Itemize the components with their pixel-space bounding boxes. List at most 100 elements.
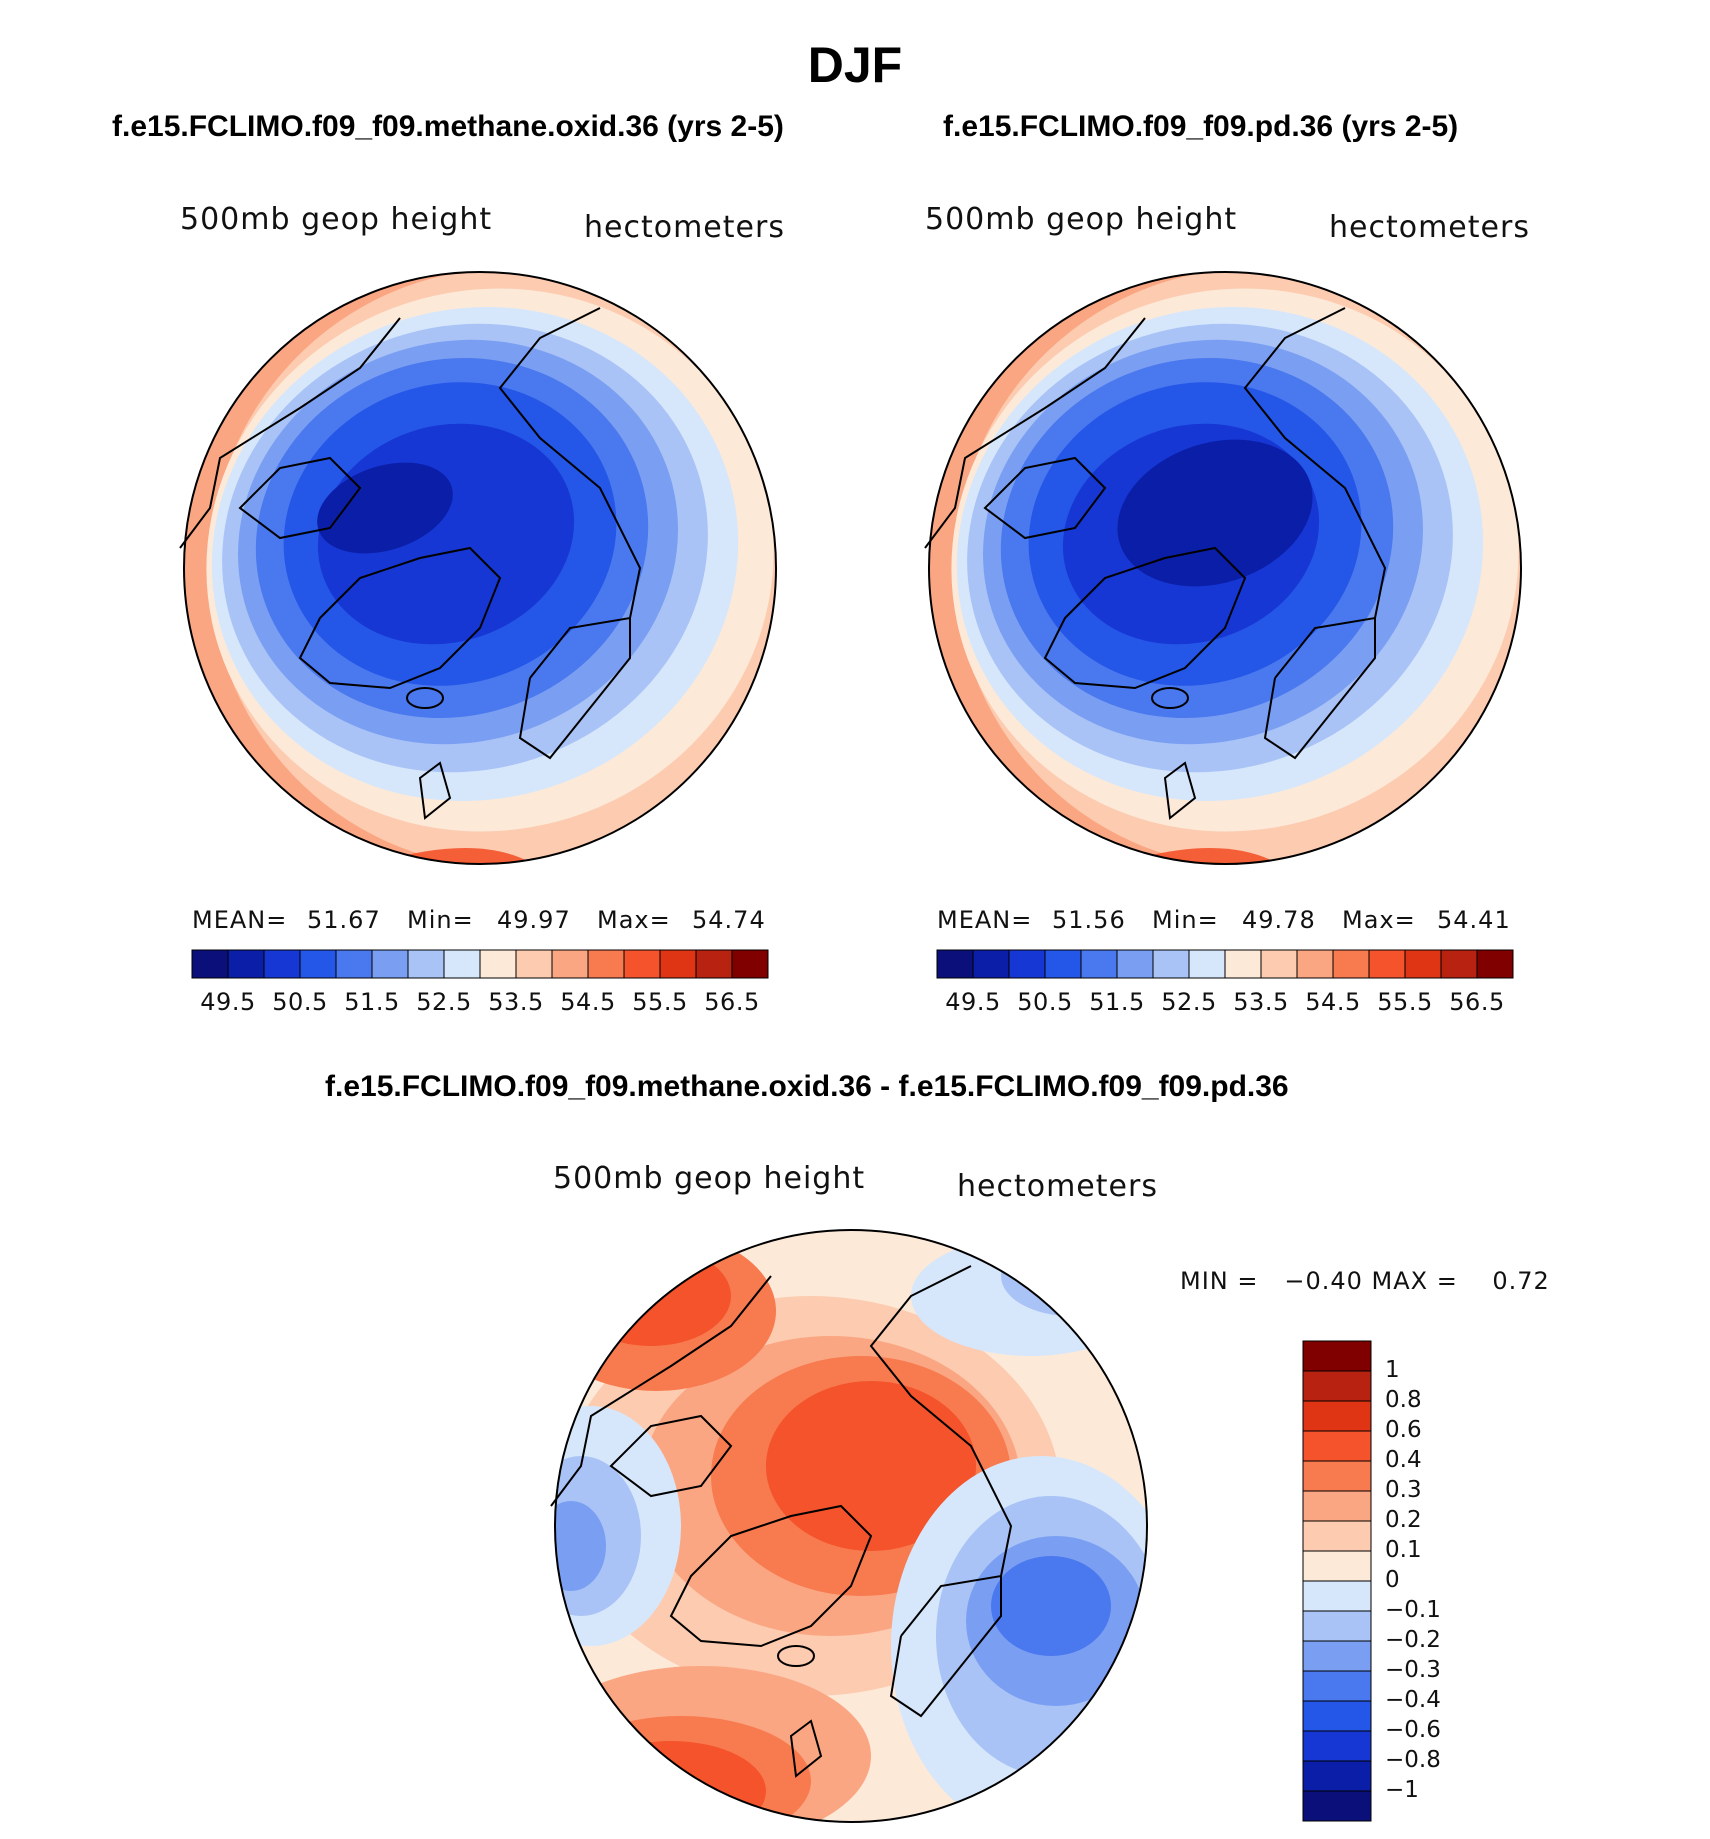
panel-3-coastlines [550, 1265, 1013, 1778]
colorbar-tick-label: 0.3 [1385, 1477, 1422, 1503]
colorbar-tick-label: 55.5 [1377, 988, 1433, 1016]
map-band [611, 1776, 711, 1822]
colorbar-swatch [659, 949, 697, 979]
colorbar-swatch [1302, 1400, 1372, 1432]
coastline-eurasia [498, 307, 642, 619]
colorbar-tick-label: −0.8 [1385, 1747, 1441, 1773]
colorbar-swatch [1302, 1730, 1372, 1762]
colorbar-tick-label: 49.5 [945, 988, 1001, 1016]
panel-2-min-label: Min= [1152, 906, 1219, 934]
panel-2-coastlines [924, 307, 1387, 820]
map-band [555, 1501, 606, 1591]
map-band [576, 1741, 766, 1822]
colorbar-tick-label: 56.5 [1449, 988, 1505, 1016]
colorbar-swatch [1302, 1580, 1372, 1612]
coastline-iceland [1151, 687, 1189, 709]
colorbar-swatch [1302, 1460, 1372, 1492]
colorbar-swatch [1302, 1760, 1372, 1792]
coastline-archipelago [983, 456, 1107, 540]
coastline-greenland [669, 1504, 873, 1648]
colorbar-swatch [1260, 949, 1298, 979]
colorbar-swatch [443, 949, 481, 979]
colorbar-swatch [1302, 1610, 1372, 1642]
panel-1-coastlines [179, 307, 642, 820]
colorbar-tick-label: 0.4 [1385, 1447, 1422, 1473]
panel-1-variable-label: 500mb geop height [180, 202, 493, 237]
colorbar-swatch [371, 949, 409, 979]
panel-1-mean-value: 51.67 [307, 906, 381, 934]
colorbar-tick-label: 0 [1385, 1567, 1400, 1593]
colorbar-swatch [191, 949, 229, 979]
panel-2-title: f.e15.FCLIMO.f09_f09.pd.36 (yrs 2-5) [943, 110, 1459, 143]
coastline-eurasia [869, 1265, 1013, 1577]
coastline-scandinavia [1263, 616, 1376, 760]
coastline-greenland [1043, 546, 1247, 690]
colorbar-swatch [1302, 1520, 1372, 1552]
colorbar-swatch [936, 949, 974, 979]
colorbar-tick-label: −0.3 [1385, 1657, 1441, 1683]
colorbar-swatch [1404, 949, 1442, 979]
colorbar-swatch [1302, 1640, 1372, 1672]
coastline-north-america [924, 317, 1146, 549]
panel-1-min-value: 49.97 [497, 906, 571, 934]
panel-2-max-value: 54.41 [1437, 906, 1511, 934]
colorbar-tick-label: 0.1 [1385, 1537, 1422, 1563]
colorbar-swatch [1224, 949, 1262, 979]
colorbar-swatch [263, 949, 301, 979]
colorbar-swatch [695, 949, 733, 979]
colorbar-swatch [551, 949, 589, 979]
coastline-scandinavia [889, 1574, 1002, 1718]
colorbar-swatch [1302, 1430, 1372, 1462]
panel-2-min-value: 49.78 [1242, 906, 1316, 934]
colorbar-tick-label: −1 [1385, 1777, 1419, 1803]
panel-1-units-label: hectometers [584, 210, 785, 245]
colorbar-tick-label: 0.2 [1385, 1507, 1422, 1533]
colorbar-swatch [1302, 1790, 1372, 1822]
colorbar-swatch [515, 949, 553, 979]
panel-3-map-border [554, 1229, 1148, 1823]
panel-2-map [929, 272, 1521, 864]
colorbar-swatch [731, 949, 769, 979]
map-band [571, 1246, 731, 1346]
colorbar-swatch [1188, 949, 1226, 979]
colorbar-swatch [1044, 949, 1082, 979]
colorbar-swatch [623, 949, 661, 979]
colorbar-swatch [335, 949, 373, 979]
colorbar-swatch [1080, 949, 1118, 979]
panel-1-mean-label: MEAN= [192, 906, 288, 934]
panel-1-title: f.e15.FCLIMO.f09_f09.methane.oxid.36 (yr… [112, 110, 784, 143]
colorbar-tick-label: 50.5 [272, 988, 328, 1016]
panel-2-colorbar [936, 949, 1514, 979]
colorbar-tick-label: 50.5 [1017, 988, 1073, 1016]
colorbar-swatch [407, 949, 445, 979]
panel-1-max-label: Max= [597, 906, 671, 934]
panel-2-variable-label: 500mb geop height [925, 202, 1238, 237]
panel-3-minmax: MIN = −0.40 MAX = 0.72 [1180, 1267, 1550, 1295]
map-band [766, 1381, 976, 1551]
coastline-iceland [406, 687, 444, 709]
colorbar-tick-label: 53.5 [1233, 988, 1289, 1016]
colorbar-tick-label: 51.5 [344, 988, 400, 1016]
colorbar-tick-label: 49.5 [200, 988, 256, 1016]
panel-3-title: f.e15.FCLIMO.f09_f09.methane.oxid.36 - f… [325, 1070, 1289, 1103]
panel-3-units-label: hectometers [957, 1169, 1158, 1204]
figure-title: DJF [807, 37, 903, 93]
colorbar-swatch [1332, 949, 1370, 979]
panel-1-map [184, 272, 776, 864]
colorbar-swatch [1116, 949, 1154, 979]
coastline-greenland [298, 546, 502, 690]
coastline-eurasia [1243, 307, 1387, 619]
colorbar-swatch [1302, 1670, 1372, 1702]
colorbar-swatch [1302, 1370, 1372, 1402]
colorbar-swatch [972, 949, 1010, 979]
colorbar-tick-label: −0.4 [1385, 1687, 1441, 1713]
colorbar-tick-label: −0.2 [1385, 1627, 1441, 1653]
map-band [1001, 1236, 1141, 1316]
coastline-archipelago [238, 456, 362, 540]
coastline-british-isles [1163, 761, 1197, 820]
map-band [1117, 439, 1313, 587]
coastline-british-isles [789, 1719, 823, 1778]
map-band [317, 462, 453, 554]
colorbar-swatch [1476, 949, 1514, 979]
colorbar-swatch [299, 949, 337, 979]
